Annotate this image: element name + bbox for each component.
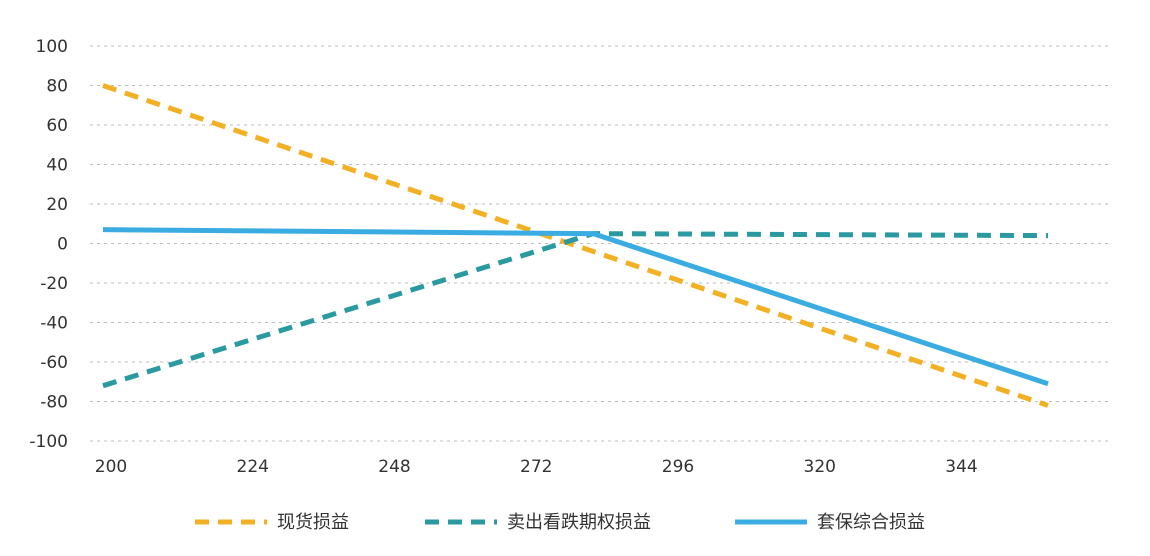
series-layer xyxy=(102,83,1049,408)
x-tick-label: 344 xyxy=(945,457,977,477)
y-tick-label: 100 xyxy=(36,37,68,57)
x-tick-label: 272 xyxy=(520,457,552,477)
y-tick-label: -40 xyxy=(40,314,68,334)
legend-label: 现货损益 xyxy=(277,512,349,533)
y-tick-label: -60 xyxy=(40,353,68,373)
x-tick-label: 200 xyxy=(95,457,127,477)
x-tick-label: 296 xyxy=(662,457,694,477)
y-tick-label: 60 xyxy=(46,116,68,136)
y-tick-label: -100 xyxy=(29,432,68,452)
y-tick-label: -20 xyxy=(40,274,68,294)
legend: 现货损益 卖出看跌期权损益 套保综合损益 xyxy=(195,512,925,533)
y-tick-label: 20 xyxy=(46,195,68,215)
y-tick-label: 40 xyxy=(46,156,68,176)
series-line xyxy=(102,83,1049,408)
legend-label: 套保综合损益 xyxy=(817,512,925,533)
x-tick-label: 224 xyxy=(237,457,269,477)
series-line xyxy=(102,231,1049,389)
legend-label: 卖出看跌期权损益 xyxy=(507,512,651,533)
grid-layer xyxy=(90,45,1110,442)
y-tick-label: -80 xyxy=(40,393,68,413)
y-axis-ticks: 100 80 60 40 20 0 -20 -40 -60 -80 -100 xyxy=(29,37,68,452)
x-tick-label: 248 xyxy=(378,457,410,477)
x-axis-ticks: 200 224 248 272 296 320 344 xyxy=(95,457,978,477)
x-tick-label: 320 xyxy=(804,457,836,477)
y-tick-label: 80 xyxy=(46,77,68,97)
series-line xyxy=(102,227,1049,387)
y-tick-label: 0 xyxy=(57,235,68,255)
